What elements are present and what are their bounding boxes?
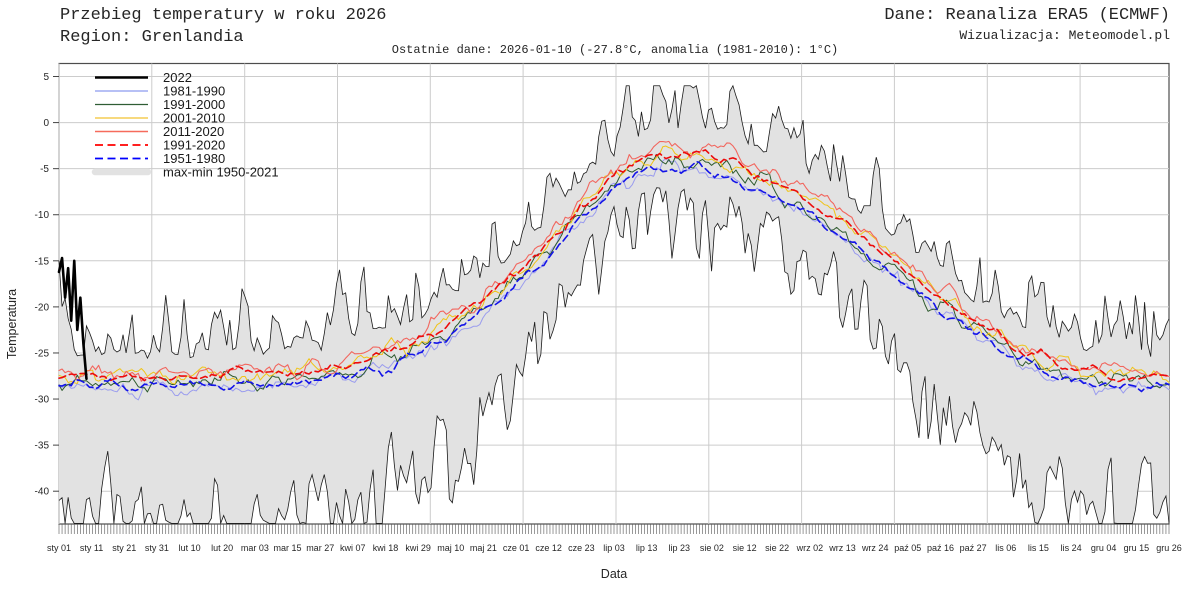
svg-text:-30: -30 — [35, 395, 50, 406]
svg-text:gru 26: gru 26 — [1156, 543, 1182, 553]
svg-text:kwi 07: kwi 07 — [340, 543, 366, 553]
svg-text:lis 06: lis 06 — [995, 543, 1016, 553]
svg-text:sty 11: sty 11 — [80, 543, 103, 553]
svg-text:-10: -10 — [35, 210, 50, 221]
svg-text:lip 03: lip 03 — [603, 543, 625, 553]
svg-text:lip 13: lip 13 — [636, 543, 658, 553]
svg-text:mar 27: mar 27 — [306, 543, 334, 553]
svg-text:sie 12: sie 12 — [733, 543, 757, 553]
svg-text:-40: -40 — [35, 487, 50, 498]
svg-text:-15: -15 — [35, 256, 50, 267]
svg-text:gru 15: gru 15 — [1124, 543, 1150, 553]
svg-text:cze 01: cze 01 — [503, 543, 530, 553]
svg-text:0: 0 — [43, 118, 49, 129]
svg-text:cze 12: cze 12 — [535, 543, 562, 553]
svg-text:5: 5 — [43, 72, 49, 83]
svg-text:sty 01: sty 01 — [47, 543, 71, 553]
svg-text:wrz 24: wrz 24 — [861, 543, 889, 553]
svg-text:-25: -25 — [35, 349, 50, 360]
svg-text:sty 21: sty 21 — [112, 543, 136, 553]
svg-text:gru 04: gru 04 — [1091, 543, 1117, 553]
svg-text:maj 21: maj 21 — [470, 543, 497, 553]
svg-text:mar 15: mar 15 — [273, 543, 301, 553]
svg-text:Temperatura: Temperatura — [5, 289, 19, 359]
svg-text:sty 31: sty 31 — [145, 543, 169, 553]
svg-text:lis 24: lis 24 — [1061, 543, 1082, 553]
svg-text:kwi 29: kwi 29 — [405, 543, 431, 553]
svg-text:lip 23: lip 23 — [669, 543, 691, 553]
svg-text:maj 10: maj 10 — [437, 543, 464, 553]
svg-text:mar 03: mar 03 — [241, 543, 269, 553]
svg-text:cze 23: cze 23 — [568, 543, 595, 553]
svg-text:-20: -20 — [35, 302, 50, 313]
svg-text:lut 20: lut 20 — [211, 543, 233, 553]
svg-text:paź 16: paź 16 — [927, 543, 954, 553]
svg-text:wrz 02: wrz 02 — [796, 543, 824, 553]
svg-text:paź 05: paź 05 — [894, 543, 921, 553]
svg-text:lis 15: lis 15 — [1028, 543, 1049, 553]
svg-text:wrz 13: wrz 13 — [828, 543, 856, 553]
svg-text:lut 10: lut 10 — [179, 543, 201, 553]
svg-text:sie 02: sie 02 — [700, 543, 724, 553]
svg-text:sie 22: sie 22 — [765, 543, 789, 553]
svg-text:-5: -5 — [40, 164, 49, 175]
svg-text:max-min 1950-2021: max-min 1950-2021 — [163, 164, 279, 179]
svg-text:kwi 18: kwi 18 — [373, 543, 399, 553]
svg-text:paź 27: paź 27 — [960, 543, 987, 553]
svg-text:-35: -35 — [35, 441, 50, 452]
svg-text:Data: Data — [601, 567, 627, 581]
